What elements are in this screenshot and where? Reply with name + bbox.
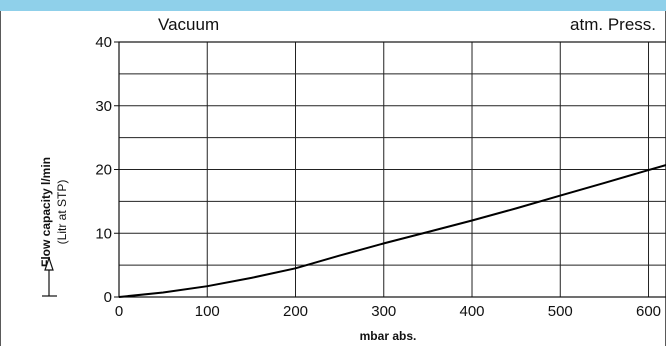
top-color-bar [0,0,666,11]
y-tick-label: 10 [95,225,112,242]
x-tick-label: 600 [636,303,661,320]
y-axis-label-note: (Litr at STP) [55,180,69,245]
x-tick-label: 300 [371,303,396,320]
x-tick-label: 100 [195,303,220,320]
header-right: atm. Press. [570,15,656,34]
frame-left-border [0,11,1,346]
y-axis-arrow-icon [42,256,57,297]
x-axis-label: mbar abs. [360,329,417,343]
y-tick-label: 40 [95,34,112,51]
y-tick-label: 0 [104,289,112,306]
x-tick-label: 500 [548,303,573,320]
y-tick-label: 30 [95,98,112,115]
y-axis-label: Flow capacity l/min [39,157,53,267]
grid [118,41,666,298]
y-tick-label: 20 [95,162,112,179]
x-tick-label: 400 [459,303,484,320]
x-tick-label: 200 [283,303,308,320]
series-line [118,164,666,298]
header-left: Vacuum [158,15,219,34]
axis-ticks: 0100200300400500600700800900101301020304… [95,34,661,320]
x-tick-label: 0 [115,303,123,320]
